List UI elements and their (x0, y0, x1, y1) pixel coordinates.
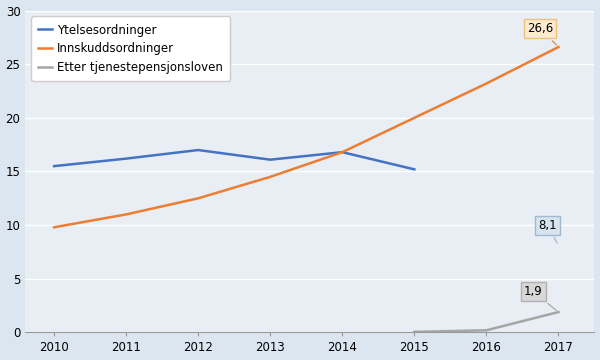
Innskuddsordninger (266, 175, 274, 179)
Text: 1,9: 1,9 (524, 285, 556, 310)
Innskuddsordninger (122, 212, 130, 217)
Legend: Ytelsesordninger, Innskuddsordninger, Etter tjenestepensjonsloven: Ytelsesordninger, Innskuddsordninger, Et… (31, 17, 230, 81)
Innskuddsordninger (483, 81, 490, 86)
Text: 26,6: 26,6 (527, 22, 556, 45)
Ytelsesordninger (50, 164, 58, 168)
Ytelsesordninger (338, 150, 346, 154)
Ytelsesordninger (555, 243, 562, 248)
Ytelsesordninger (266, 158, 274, 162)
Line: Ytelsesordninger: Ytelsesordninger (54, 150, 559, 246)
Text: 8,1: 8,1 (538, 219, 557, 243)
Line: Etter tjenestepensjonsloven: Etter tjenestepensjonsloven (415, 312, 559, 332)
Ytelsesordninger (411, 167, 418, 171)
Etter tjenestepensjonsloven (411, 330, 418, 334)
Innskuddsordninger (338, 150, 346, 154)
Innskuddsordninger (411, 116, 418, 120)
Ytelsesordninger (122, 157, 130, 161)
Line: Innskuddsordninger: Innskuddsordninger (54, 47, 559, 227)
Innskuddsordninger (50, 225, 58, 229)
Innskuddsordninger (555, 45, 562, 49)
Innskuddsordninger (194, 196, 202, 201)
Etter tjenestepensjonsloven (555, 310, 562, 314)
Ytelsesordninger (194, 148, 202, 152)
Etter tjenestepensjonsloven (483, 328, 490, 332)
